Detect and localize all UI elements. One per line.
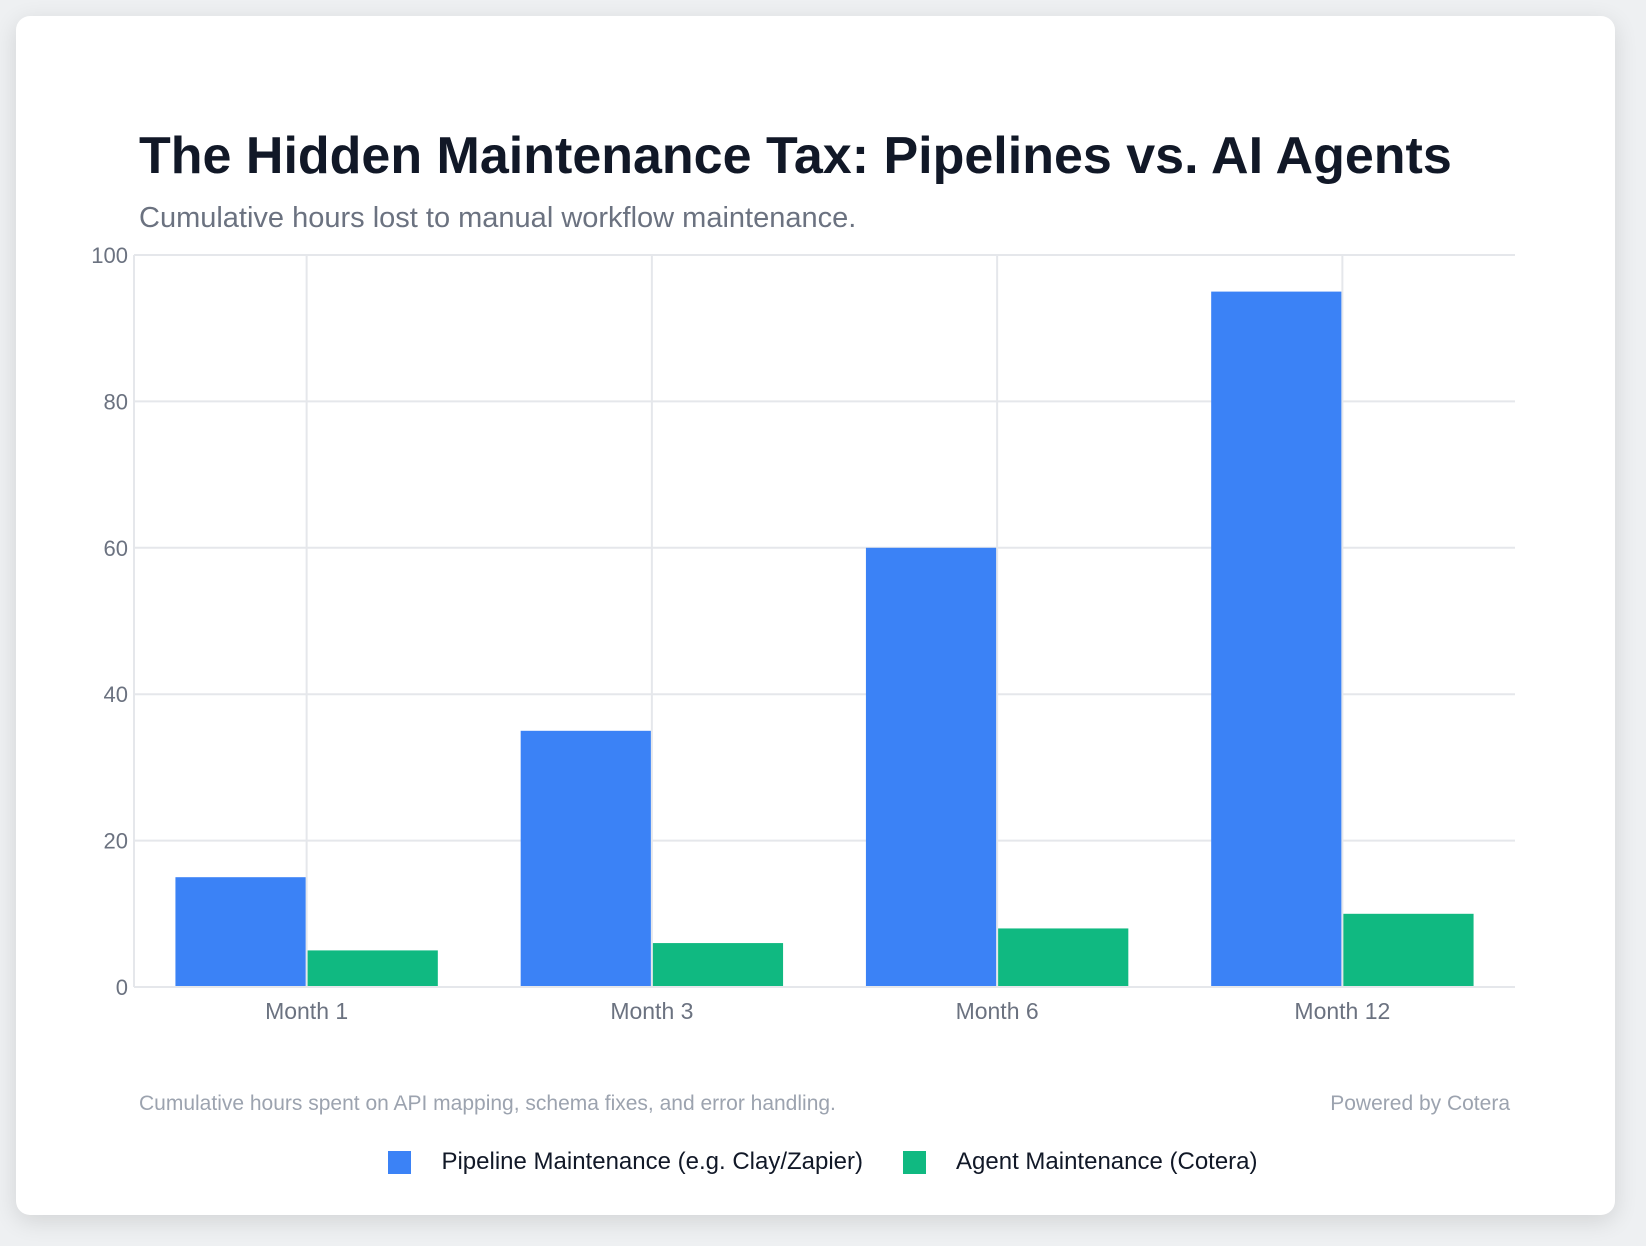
bar-agent	[1343, 913, 1474, 987]
bar-pipeline	[865, 547, 997, 987]
legend-item-agent[interactable]: Agent Maintenance (Cotera)	[903, 1148, 1258, 1176]
legend-swatch	[388, 1150, 412, 1174]
legend-label: Pipeline Maintenance (e.g. Clay/Zapier)	[441, 1148, 864, 1175]
y-tick-label: 20	[104, 829, 128, 854]
y-tick-label: 40	[104, 682, 128, 707]
bar-agent	[307, 950, 438, 987]
bar-pipeline	[175, 877, 306, 987]
chart-subtitle: Cumulative hours lost to manual workflow…	[139, 202, 857, 234]
legend-swatch	[903, 1150, 927, 1174]
y-tick-label: 0	[116, 975, 128, 1000]
x-tick-label: Month 1	[265, 998, 348, 1024]
y-tick-label: 60	[104, 536, 128, 561]
x-tick-label: Month 12	[1294, 998, 1390, 1024]
bar-pipeline	[520, 730, 651, 987]
legend: Pipeline Maintenance (e.g. Clay/Zapier) …	[0, 1148, 1646, 1176]
legend-label: Agent Maintenance (Cotera)	[956, 1148, 1258, 1175]
y-tick-label: 80	[104, 389, 128, 414]
legend-item-pipeline[interactable]: Pipeline Maintenance (e.g. Clay/Zapier)	[388, 1148, 863, 1176]
chart-title: The Hidden Maintenance Tax: Pipelines vs…	[139, 127, 1452, 185]
chart-card	[16, 16, 1615, 1215]
bar-agent	[998, 928, 1129, 987]
bar-pipeline	[1211, 291, 1342, 988]
bar-agent	[652, 943, 784, 987]
x-tick-label: Month 6	[956, 998, 1039, 1024]
footnote: Cumulative hours spent on API mapping, s…	[139, 1092, 836, 1115]
x-tick-label: Month 3	[610, 998, 693, 1024]
powered-by: Powered by Cotera	[1330, 1092, 1510, 1115]
y-tick-label: 100	[91, 243, 128, 268]
